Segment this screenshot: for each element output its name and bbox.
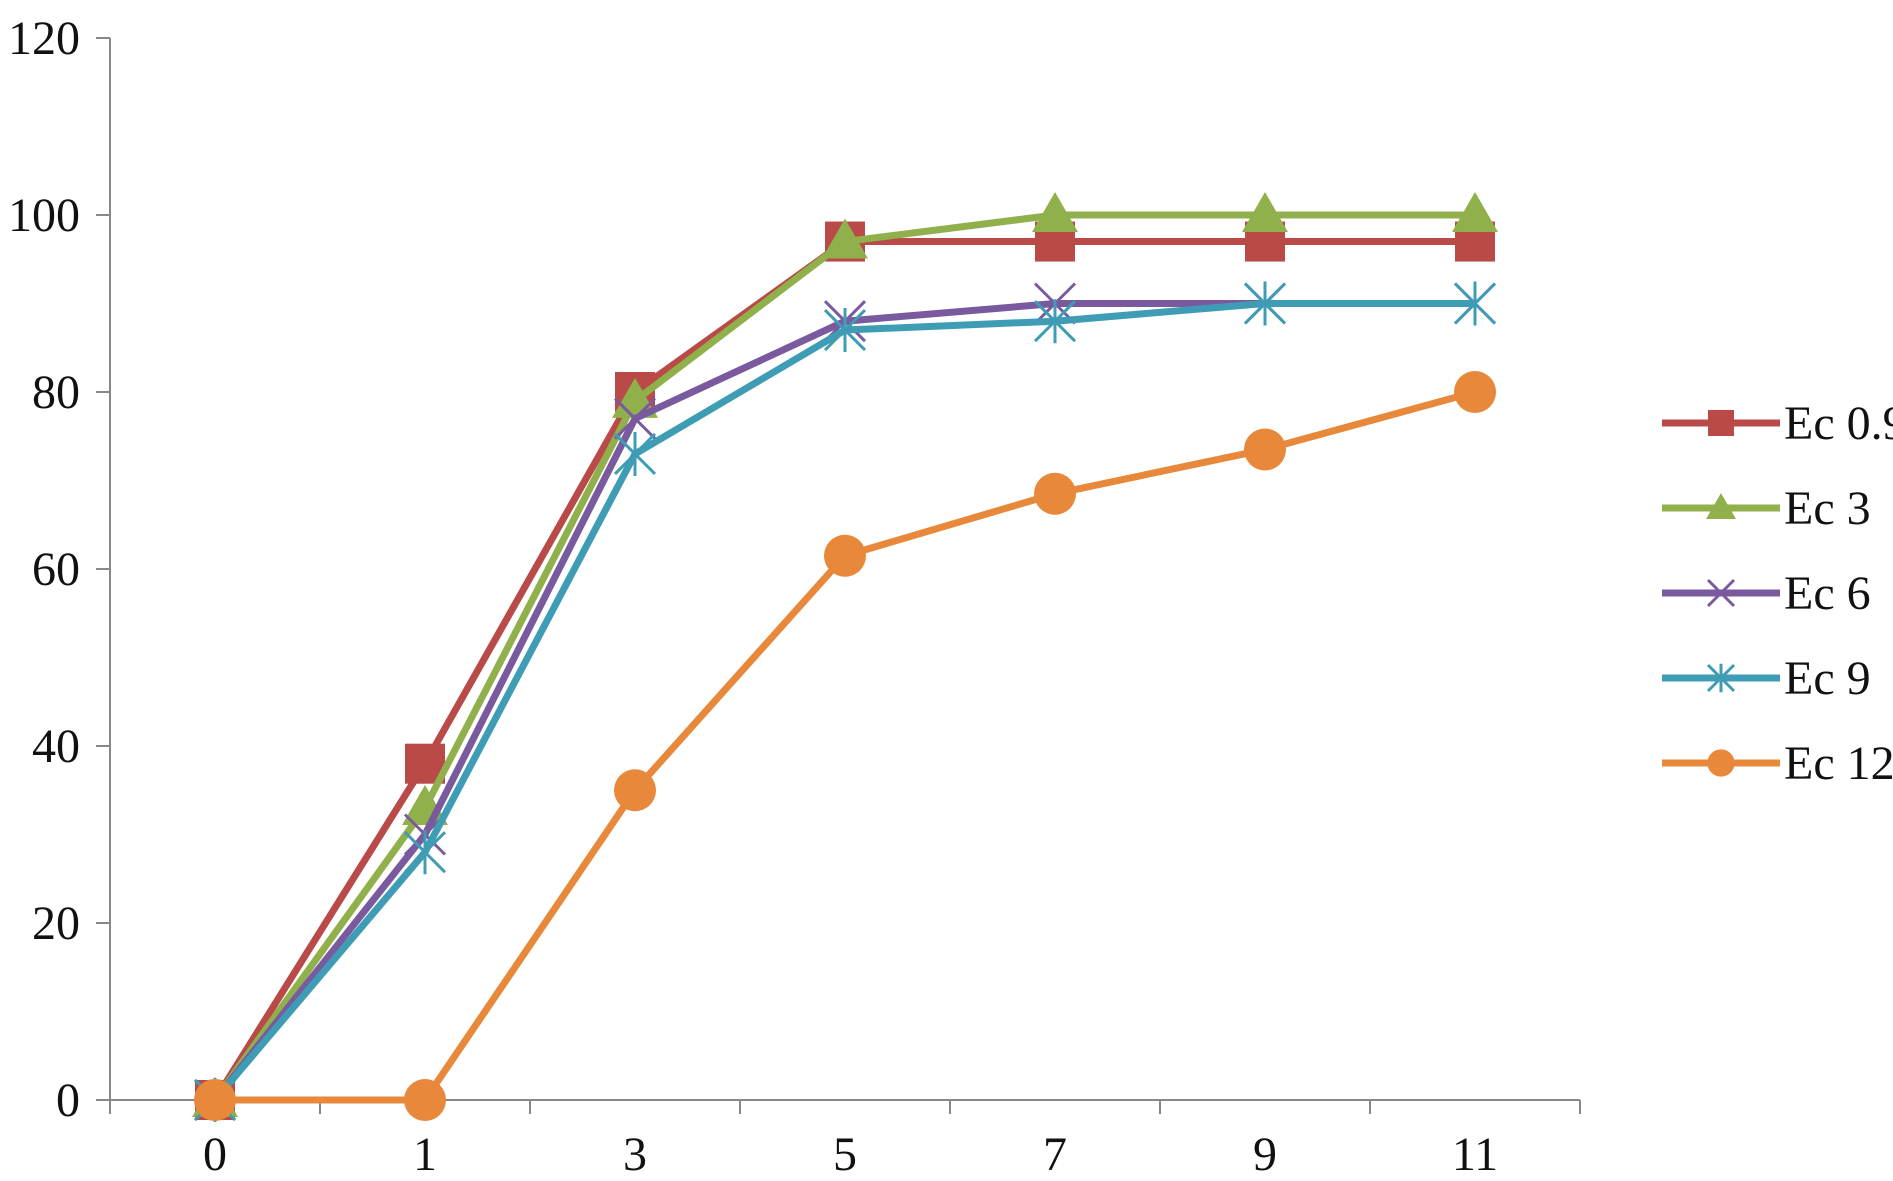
x-tick-label: 1	[413, 1128, 437, 1181]
data-point	[194, 1079, 236, 1121]
data-point	[1033, 299, 1077, 344]
y-tick-label: 60	[32, 543, 80, 596]
x-tick-label: 0	[203, 1128, 227, 1181]
legend-item: Ec 0.9	[1662, 397, 1893, 450]
legend-marker	[1706, 663, 1736, 693]
legend-label: Ec 6	[1784, 567, 1871, 620]
x-tick-label: 9	[1253, 1128, 1277, 1181]
series-ec-0-9	[195, 221, 1495, 1120]
y-tick-label: 0	[56, 1074, 80, 1127]
data-point	[1454, 371, 1496, 413]
x-tick-label: 5	[833, 1128, 857, 1181]
series-line	[212, 238, 1475, 1102]
data-point	[1243, 281, 1287, 326]
y-tick-label: 100	[8, 189, 80, 242]
data-point	[1034, 472, 1076, 515]
y-tick-label: 80	[32, 366, 80, 419]
data-point	[403, 830, 447, 875]
series-ec-12	[194, 371, 1496, 1121]
series-ec-6	[193, 282, 1497, 1122]
series-layer	[192, 192, 1498, 1122]
series-line	[215, 388, 1476, 1104]
data-point	[1453, 281, 1497, 326]
legend-item: Ec 12	[1662, 737, 1893, 790]
legend-marker	[1706, 493, 1736, 520]
legend-item: Ec 6	[1662, 567, 1871, 620]
data-point	[822, 218, 868, 259]
legend-marker	[1707, 749, 1735, 777]
legend-label: Ec 12	[1784, 737, 1893, 790]
y-tick-label: 20	[32, 897, 80, 950]
data-point	[824, 534, 866, 577]
legend-label: Ec 9	[1784, 652, 1871, 705]
series-line	[212, 300, 1475, 1103]
data-point	[1452, 192, 1498, 232]
legend-label: Ec 3	[1784, 482, 1871, 535]
series-ec-9	[193, 281, 1497, 1122]
data-point	[404, 1079, 446, 1121]
data-point	[823, 308, 867, 353]
x-tick-label: 7	[1043, 1128, 1067, 1181]
y-tick-label: 120	[8, 12, 80, 65]
data-point	[1244, 428, 1286, 471]
axes: 0 20 40 60 80 100 120 0 1 3 5 7 9 11	[8, 12, 1581, 1181]
x-tick-label: 11	[1452, 1128, 1498, 1181]
data-point	[1242, 192, 1288, 232]
data-point	[613, 431, 657, 476]
legend: Ec 0.9 Ec 3 Ec 6 Ec 9 Ec 12	[1662, 397, 1893, 790]
data-point	[613, 397, 657, 440]
legend-item: Ec 9	[1662, 652, 1871, 705]
y-tick-label: 40	[32, 720, 80, 773]
data-point	[1032, 192, 1078, 232]
legend-marker	[1706, 578, 1736, 608]
series-line	[212, 300, 1475, 1103]
x-tick-label: 3	[623, 1128, 647, 1181]
legend-item: Ec 3	[1662, 482, 1871, 535]
legend-label: Ec 0.9	[1784, 397, 1893, 450]
legend-marker	[1708, 410, 1734, 436]
data-point	[614, 769, 656, 812]
